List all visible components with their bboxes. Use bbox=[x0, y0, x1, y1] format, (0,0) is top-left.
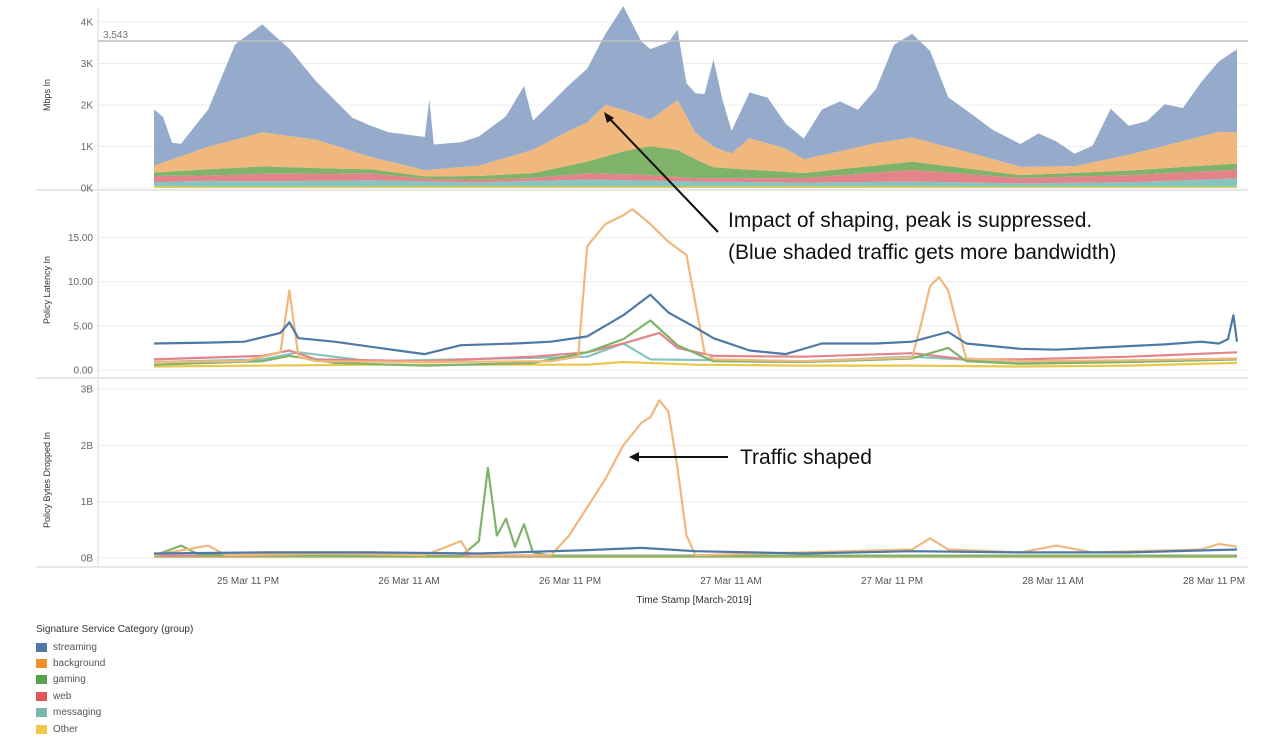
x-tick-label: 27 Mar 11 AM bbox=[700, 576, 762, 587]
reference-line-label: 3,543 bbox=[103, 30, 128, 41]
legend-swatch bbox=[36, 724, 47, 734]
legend-label: background bbox=[53, 658, 106, 670]
y-tick-label: 3B bbox=[81, 385, 94, 396]
legend-label: gaming bbox=[53, 674, 86, 686]
legend: Signature Service Category (group) strea… bbox=[36, 624, 193, 737]
legend-swatch bbox=[36, 691, 47, 701]
area-gaming bbox=[154, 146, 1237, 180]
annotation-arrow-shaping bbox=[607, 116, 719, 233]
y-tick-label: 1K bbox=[81, 142, 94, 153]
legend-label: streaming bbox=[53, 641, 97, 653]
legend-swatch bbox=[36, 675, 47, 685]
legend-item-gaming[interactable]: gaming bbox=[36, 672, 193, 688]
legend-item-web[interactable]: web bbox=[36, 688, 193, 704]
line-background bbox=[153, 399, 1238, 557]
annotation-shaping-line-1: (Blue shaded traffic gets more bandwidth… bbox=[728, 241, 1116, 264]
line-gaming bbox=[153, 466, 1237, 558]
area-streaming bbox=[154, 6, 1237, 171]
legend-title: Signature Service Category (group) bbox=[36, 624, 194, 635]
y-tick-label: 5.00 bbox=[74, 321, 94, 332]
x-tick-label: 25 Mar 11 PM bbox=[217, 576, 279, 587]
x-axis: 25 Mar 11 PM 26 Mar 11 AM 26 Mar 11 PM 27 M… bbox=[217, 576, 1245, 606]
legend-swatch bbox=[36, 708, 47, 718]
area-web bbox=[154, 169, 1237, 184]
legend-item-other[interactable]: Other bbox=[36, 721, 193, 737]
x-axis-title: Time Stamp [March-2019] bbox=[636, 595, 751, 606]
x-tick-label: 26 Mar 11 AM bbox=[378, 576, 440, 587]
y-axis-label: Policy Latency In bbox=[42, 256, 52, 324]
legend-item-messaging[interactable]: messaging bbox=[36, 705, 193, 721]
legend-item-background[interactable]: background bbox=[36, 655, 193, 671]
x-tick-label: 28 Mar 11 PM bbox=[1183, 576, 1245, 587]
y-axis-label: Mbps In bbox=[42, 79, 52, 111]
annotation-shaping-line-0: Impact of shaping, peak is suppressed. bbox=[728, 209, 1092, 232]
legend-label: messaging bbox=[53, 707, 102, 719]
legend-label: web bbox=[53, 690, 72, 702]
arrowhead bbox=[629, 452, 639, 462]
y-tick-label: 1B bbox=[81, 497, 94, 508]
legend-label: Other bbox=[53, 723, 79, 735]
x-tick-label: 28 Mar 11 AM bbox=[1022, 576, 1084, 587]
panel-mbps-in: 0K 1K 2K 3K 4K Mbps In 3,543 bbox=[36, 6, 1248, 195]
legend-item-streaming[interactable]: streaming bbox=[36, 639, 193, 655]
y-tick-label: 2B bbox=[81, 441, 94, 452]
area-other bbox=[154, 186, 1237, 188]
y-tick-label: 4K bbox=[81, 18, 94, 29]
line-streaming bbox=[153, 546, 1238, 555]
x-tick-label: 26 Mar 11 PM bbox=[539, 576, 601, 587]
y-tick-label: 0.00 bbox=[74, 366, 94, 377]
y-tick-label: 15.00 bbox=[68, 233, 93, 244]
y-axis-label: Policy Bytes Dropped In bbox=[42, 432, 52, 528]
line-web bbox=[153, 331, 1238, 363]
panel-policy-bytes-dropped-in: 0B 1B 2B 3B Policy Bytes Dropped In bbox=[36, 380, 1248, 568]
annotation-traffic-shaped: Traffic shaped bbox=[740, 446, 872, 469]
y-tick-label: 0B bbox=[81, 554, 94, 565]
annotations: Impact of shaping, peak is suppressed. (B… bbox=[604, 112, 1116, 469]
line-background bbox=[153, 208, 1238, 364]
panel-policy-latency-in: 0.00 5.00 10.00 15.00 Policy Latency In bbox=[36, 192, 1248, 379]
x-tick-label: 27 Mar 11 PM bbox=[861, 576, 923, 587]
y-tick-label: 3K bbox=[81, 59, 94, 70]
area-messaging bbox=[154, 178, 1237, 187]
arrowhead bbox=[604, 112, 614, 123]
y-tick-label: 2K bbox=[81, 101, 94, 112]
area-background bbox=[154, 100, 1237, 177]
legend-swatch bbox=[36, 659, 47, 669]
y-tick-label: 10.00 bbox=[68, 277, 93, 288]
line-streaming bbox=[153, 293, 1239, 356]
legend-swatch bbox=[36, 642, 47, 652]
y-tick-label: 0K bbox=[81, 184, 94, 195]
